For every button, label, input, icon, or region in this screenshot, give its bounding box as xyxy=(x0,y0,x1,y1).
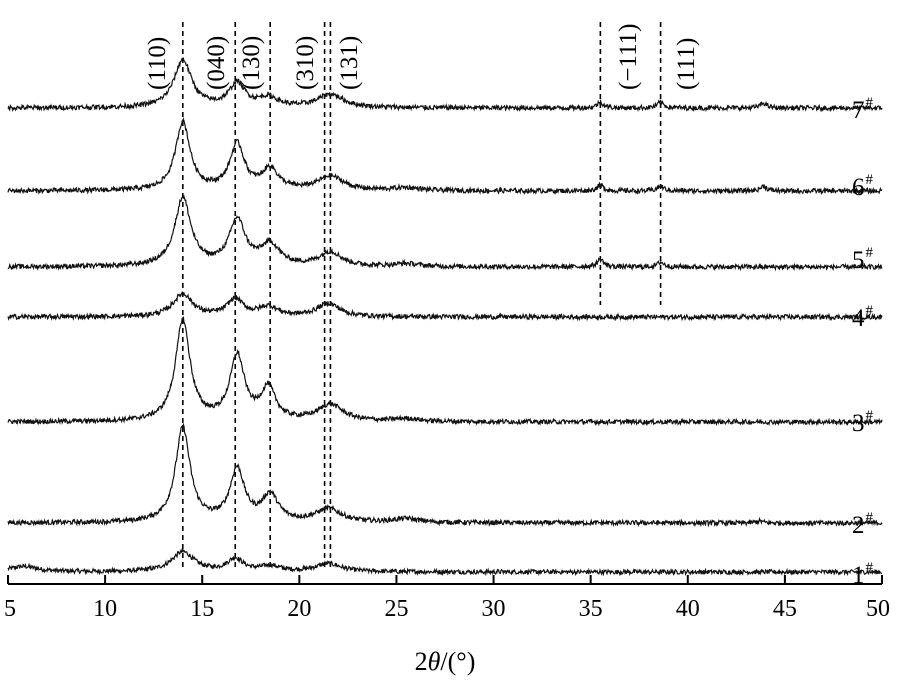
curve-5 xyxy=(7,194,883,272)
series-label-5: 5# xyxy=(852,245,874,274)
series-label-3: 3# xyxy=(852,408,874,437)
curve-4 xyxy=(7,290,883,322)
x-tick-label: 30 xyxy=(482,596,506,622)
series-label-1: 1# xyxy=(852,560,874,589)
x-tick-label: 5 xyxy=(4,596,16,622)
series-label-4: 4# xyxy=(852,303,874,332)
curve-6 xyxy=(7,116,883,196)
x-tick-label: 50 xyxy=(866,596,890,622)
peak-label: (−111) xyxy=(615,24,642,90)
peak-markers xyxy=(182,22,662,570)
peak-label: (111) xyxy=(673,38,700,90)
peak-label: (110) xyxy=(144,37,171,90)
x-axis-ticks: 5 10 15 20 25 30 35 40 45 50 xyxy=(4,575,890,622)
peak-label: (130) xyxy=(238,36,265,90)
x-tick-label: 45 xyxy=(773,596,797,622)
x-tick-label: 25 xyxy=(384,596,408,622)
x-tick-label: 35 xyxy=(579,596,603,622)
series-labels: 1# 2# 3# 4# 5# 6# 7# xyxy=(852,95,874,589)
curve-1 xyxy=(7,547,883,577)
peak-label: (131) xyxy=(336,36,363,90)
x-tick-label: 40 xyxy=(676,596,700,622)
x-axis-title: 2θ/(°) xyxy=(415,647,476,676)
x-tick-label: 10 xyxy=(93,596,117,622)
diffraction-curves xyxy=(7,56,883,577)
x-tick-label: 20 xyxy=(287,596,311,622)
series-label-6: 6# xyxy=(852,172,874,201)
x-tick-label: 15 xyxy=(190,596,214,622)
series-label-2: 2# xyxy=(852,510,874,539)
peak-labels: (110) (040) (130) (310) (131) (−111) (111) xyxy=(144,24,700,90)
peak-label: (310) xyxy=(292,36,319,90)
series-label-7: 7# xyxy=(852,95,874,124)
curve-7 xyxy=(7,56,883,113)
curve-2 xyxy=(7,422,883,528)
curve-3 xyxy=(7,316,883,427)
peak-label: (040) xyxy=(203,36,230,90)
